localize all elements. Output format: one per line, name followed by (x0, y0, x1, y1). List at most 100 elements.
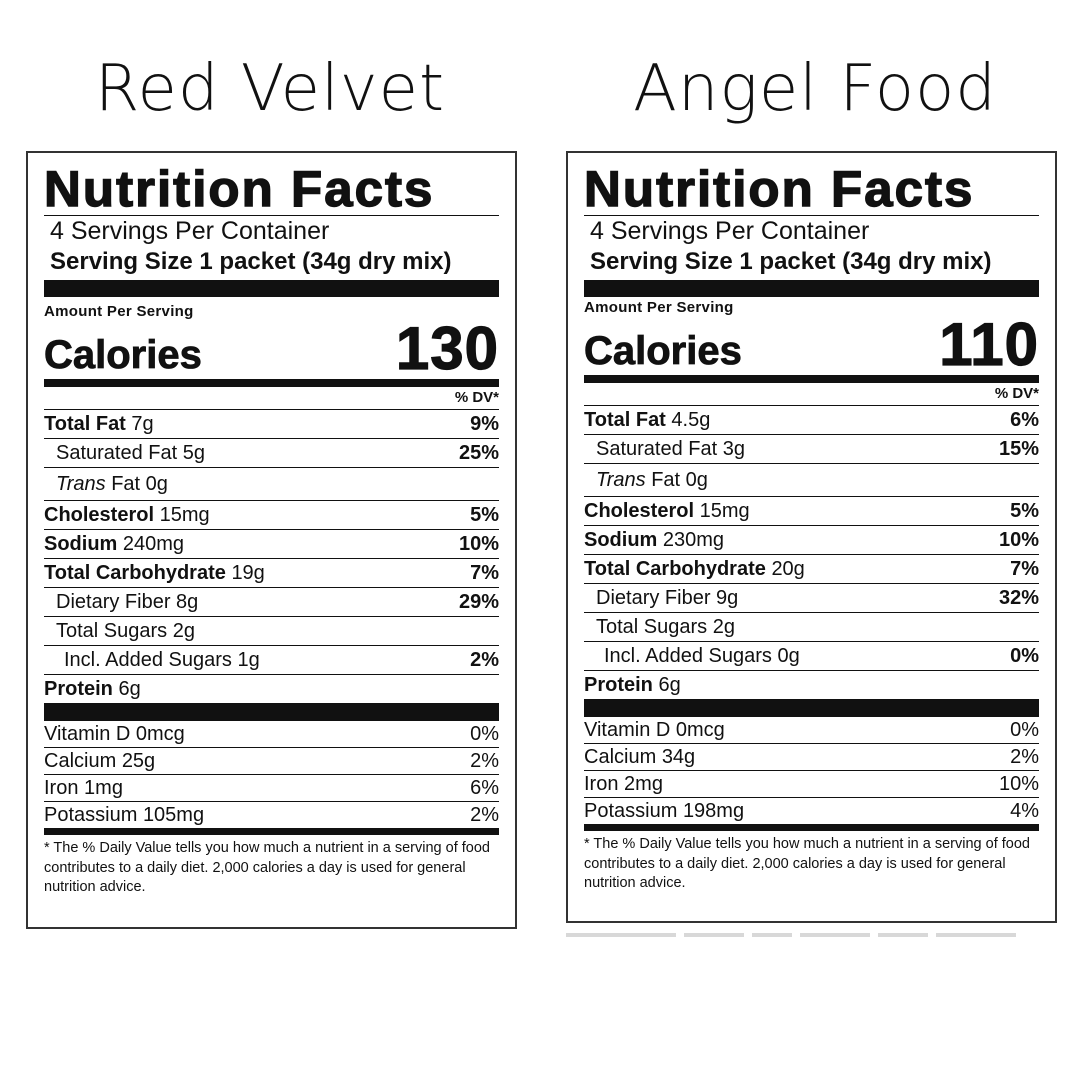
nutrient-label: Total Fat (44, 412, 126, 435)
nutrient-amount: 15mg (159, 503, 210, 526)
nutrient-amount: 2mg (624, 772, 663, 795)
nutrient-label: Dietary Fiber (596, 586, 711, 609)
potassium-row: Potassium 105mg 2% (44, 801, 499, 828)
nutrient-amount: 0mcg (675, 718, 725, 741)
nutrient-label: Saturated Fat (56, 441, 178, 464)
cropped-ingredients-line (566, 933, 1036, 945)
added-sugars-row: Incl. Added Sugars 0g 0% (584, 641, 1039, 670)
nutrient-amount: 6g (658, 673, 681, 696)
nutrient-amount: 9g (716, 586, 739, 609)
nutrient-dv: 0% (1010, 644, 1039, 667)
nutrient-dv: 5% (1010, 499, 1039, 522)
calories-value: 130 (395, 315, 499, 382)
servings-per-container: 4 Servings Per Container (50, 217, 330, 245)
servings-per-container: 4 Servings Per Container (590, 217, 870, 245)
nutrient-dv: 0% (1010, 718, 1039, 741)
nutrient-amount: 0g (685, 468, 708, 491)
nutrient-dv: 5% (470, 503, 499, 526)
calcium-row: Calcium 25g 2% (44, 747, 499, 774)
calcium-row: Calcium 34g 2% (584, 743, 1039, 770)
nutrition-facts-heading: Nutrition Facts (583, 161, 975, 217)
nutrition-facts-heading: Nutrition Facts (43, 161, 435, 217)
nutrient-amount: 1mg (84, 776, 123, 799)
nutrient-label: Total Carbohydrate (44, 561, 226, 584)
vitamin-d-row: Vitamin D 0mcg 0% (584, 717, 1039, 743)
nutrient-dv: 2% (470, 803, 499, 826)
nutrient-label: Total Sugars (596, 615, 708, 638)
trans-fat-row: Trans Fat 0g (584, 463, 1039, 496)
nutrient-amount: 4.5g (671, 408, 711, 431)
cholesterol-row: Cholesterol 15mg 5% (584, 496, 1039, 525)
dv-header: % DV* (454, 389, 499, 406)
nutrient-dv: 10% (998, 528, 1039, 551)
nutrient-label: Protein (584, 673, 653, 696)
red-velvet-title: Red Velvet (94, 52, 446, 126)
thick-divider (584, 280, 1039, 297)
nutrient-dv: 6% (470, 776, 499, 799)
nutrient-amount: 19g (231, 561, 265, 584)
serving-size: Serving Size 1 packet (34g dry mix) (590, 248, 992, 275)
nutrient-amount: 15mg (699, 499, 750, 522)
angel-food-nutrition-label: Nutrition Facts 4 Servings Per Container… (566, 151, 1057, 923)
nutrient-label: Potassium (584, 799, 678, 822)
protein-row: Protein 6g (44, 674, 499, 703)
nutrient-amount: 0g (145, 472, 168, 495)
nutrient-amount: 6g (118, 677, 141, 700)
divider (44, 215, 499, 216)
total-sugars-row: Total Sugars 2g (584, 612, 1039, 641)
nutrient-amount: 105mg (142, 803, 205, 826)
nutrient-dv: 4% (1010, 799, 1039, 822)
nutrient-label: Saturated Fat (596, 437, 718, 460)
thick-divider (584, 824, 1039, 831)
nutrient-amount: 0mcg (135, 722, 185, 745)
nutrient-label: Potassium (44, 803, 138, 826)
sodium-row: Sodium 230mg 10% (584, 525, 1039, 554)
thick-divider (44, 703, 499, 721)
potassium-row: Potassium 198mg 4% (584, 797, 1039, 824)
daily-value-footnote: * The % Daily Value tells you how much a… (584, 836, 1030, 891)
divider (584, 215, 1039, 216)
nutrient-amount: 5g (182, 441, 205, 464)
nutrient-dv: 25% (458, 441, 499, 464)
thick-divider (44, 828, 499, 835)
nutrient-label: Calcium (44, 749, 117, 772)
nutrient-dv: 15% (998, 437, 1039, 460)
nutrient-dv: 29% (458, 590, 499, 613)
nutrient-amount: 198mg (682, 799, 745, 822)
nutrient-label: Incl. Added Sugars (64, 648, 232, 671)
nutrient-label: Cholesterol (44, 503, 155, 526)
nutrient-amount: 0g (777, 644, 800, 667)
nutrient-amount: 20g (771, 557, 805, 580)
angel-food-title: Angel Food (633, 52, 997, 126)
red-velvet-nutrition-label: Nutrition Facts 4 Servings Per Container… (26, 151, 517, 929)
nutrient-label: Calcium (584, 745, 657, 768)
nutrient-label: Total Carbohydrate (584, 557, 766, 580)
calories-row: Calories 110 (584, 314, 1039, 375)
nutrient-label: Fat (111, 472, 141, 495)
nutrient-dv: 0% (470, 722, 499, 745)
nutrient-dv: 6% (1010, 408, 1039, 431)
sodium-row: Sodium 240mg 10% (44, 529, 499, 558)
nutrient-amount: 34g (661, 745, 696, 768)
nutrient-label: Vitamin D (44, 722, 131, 745)
nutrient-amount: 8g (176, 590, 199, 613)
nutrient-dv: 32% (998, 586, 1039, 609)
nutrient-label: Iron (44, 776, 79, 799)
nutrient-dv: 7% (470, 561, 499, 584)
total-fat-row: Total Fat 7g 9% (44, 409, 499, 438)
nutrient-amount: 240mg (122, 532, 185, 555)
nutrient-amount: 2g (712, 615, 735, 638)
saturated-fat-row: Saturated Fat 5g 25% (44, 438, 499, 467)
nutrient-amount: 7g (131, 412, 154, 435)
nutrient-label: Dietary Fiber (56, 590, 171, 613)
nutrient-label: Incl. Added Sugars (604, 644, 772, 667)
total-fat-row: Total Fat 4.5g 6% (584, 405, 1039, 434)
nutrient-label: Total Fat (584, 408, 666, 431)
amount-per-serving: Amount Per Serving (584, 299, 734, 316)
nutrient-dv: 7% (1010, 557, 1039, 580)
iron-row: Iron 1mg 6% (44, 774, 499, 801)
saturated-fat-row: Saturated Fat 3g 15% (584, 434, 1039, 463)
nutrient-label: Cholesterol (584, 499, 695, 522)
thick-divider (44, 379, 499, 387)
cholesterol-row: Cholesterol 15mg 5% (44, 500, 499, 529)
